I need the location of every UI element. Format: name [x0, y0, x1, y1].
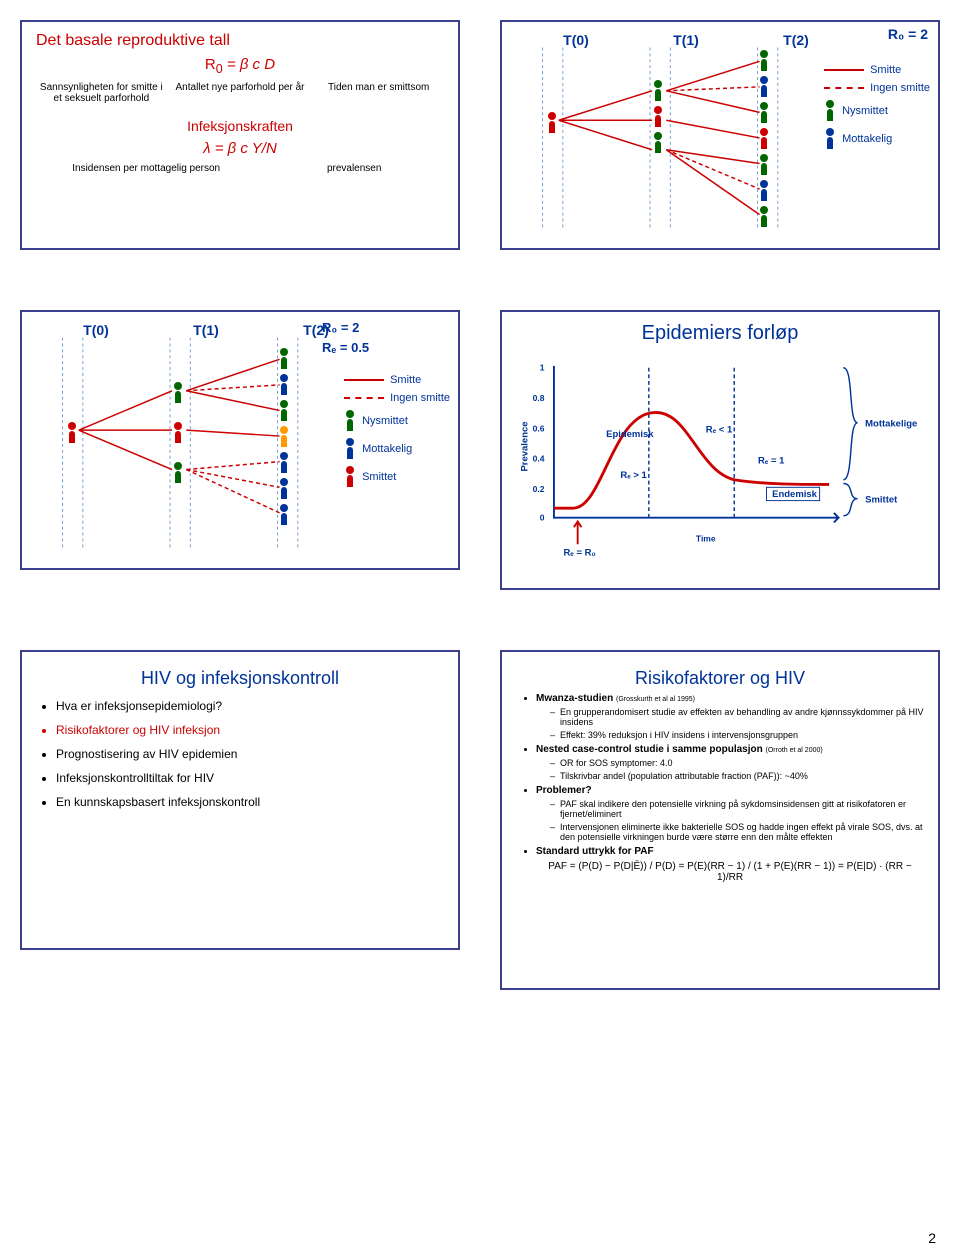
panel-chart: Epidemiers forløp 0 0.2 0.4 0.6 0.8 1 Pr…	[500, 310, 940, 590]
svg-text:Rₑ < 1: Rₑ < 1	[706, 424, 732, 435]
svg-text:Rₑ = R₀: Rₑ = R₀	[563, 548, 595, 559]
slideR-b1: Mwanza-studien (Grosskurth et al al 1995…	[536, 693, 924, 740]
svg-text:Smittet: Smittet	[865, 494, 898, 505]
tree1-col2	[758, 50, 770, 228]
slideL-item: Hva er infeksjonsepidemiologi?	[56, 699, 444, 713]
person-icon	[344, 410, 356, 432]
person-icon	[172, 382, 184, 404]
t-labels-2: T(0) T(1) T(2)	[66, 322, 444, 338]
r0-label: R₀ = 2	[888, 26, 928, 42]
panel-tree2: T(0) T(1) T(2) R₀ = 2 Rₑ = 0.5	[20, 310, 460, 570]
page-number: 2	[928, 1230, 936, 1246]
slideL-list: Hva er infeksjonsepidemiologi? Risikofak…	[36, 699, 444, 809]
person-icon	[278, 452, 290, 474]
slideL-item: Prognostisering av HIV epidemien	[56, 747, 444, 761]
slideR-b4: Standard uttrykk for PAF PAF = (P(D) − P…	[536, 846, 924, 883]
panel1-eq2: λ = β c Y/N	[36, 140, 444, 157]
slideR-title: Risikofaktorer og HIV	[516, 668, 924, 689]
yticks: 0 0.2 0.4 0.6 0.8 1	[533, 363, 545, 523]
person-icon	[278, 348, 290, 370]
panel-tree1: T(0) T(1) T(2) R₀ = 2	[500, 20, 940, 250]
person-icon	[652, 80, 664, 102]
person-icon	[652, 106, 664, 128]
person-icon	[758, 154, 770, 176]
slideR-list: Mwanza-studien (Grosskurth et al al 1995…	[516, 693, 924, 883]
svg-text:Mottakelige: Mottakelige	[865, 419, 917, 430]
panel1-terms: Sannsynligheten for smitte i et seksuelt…	[36, 82, 444, 104]
panel1-terms2: Insidensen per mottagelig person prevale…	[36, 163, 444, 174]
tree1-col1	[652, 80, 664, 154]
svg-text:Time: Time	[696, 533, 716, 543]
panel-formula: Det basale reproduktive tall R0 = β c D …	[20, 20, 460, 250]
person-icon	[824, 100, 836, 122]
person-icon	[758, 206, 770, 228]
slideR-b2: Nested case-control studie i samme popul…	[536, 744, 924, 781]
person-icon	[66, 422, 78, 444]
svg-text:Rₑ = 1: Rₑ = 1	[758, 456, 784, 467]
svg-text:Rₑ > 1: Rₑ > 1	[620, 470, 646, 481]
svg-text:Prevalence: Prevalence	[519, 422, 530, 472]
slideL-item: En kunnskapsbasert infeksjonskontroll	[56, 795, 444, 809]
svg-text:Epidemisk: Epidemisk	[606, 429, 654, 440]
term-c: Tiden man er smittsom	[313, 82, 444, 104]
panel-slide-left: HIV og infeksjonskontroll Hva er infeksj…	[20, 650, 460, 950]
person-icon	[278, 478, 290, 500]
svg-text:1: 1	[540, 363, 545, 373]
person-icon	[278, 374, 290, 396]
person-icon	[344, 438, 356, 460]
tree2-col2	[278, 348, 290, 526]
paf-formula: PAF = (P(D) − P(D|Ē)) / P(D) = P(E)(RR −…	[536, 861, 924, 883]
slideL-item: Infeksjonskontrolltiltak for HIV	[56, 771, 444, 785]
person-icon	[758, 50, 770, 72]
r0-label2: R₀ = 2	[322, 320, 359, 335]
re-label: Rₑ = 0.5	[322, 340, 369, 355]
person-icon	[758, 180, 770, 202]
slideL-item: Risikofaktorer og HIV infeksjon	[56, 723, 444, 737]
term2-b: prevalensen	[283, 163, 426, 174]
svg-text:0.8: 0.8	[533, 393, 545, 403]
panel1-subtitle: Infeksjonskraften	[36, 118, 444, 134]
tree1-legend: Smitte Ingen smitte Nysmittet Mottakelig	[824, 58, 930, 156]
person-icon	[278, 426, 290, 448]
person-icon	[758, 128, 770, 150]
term-a: Sannsynligheten for smitte i et seksuelt…	[36, 82, 167, 104]
svg-text:0: 0	[540, 513, 545, 523]
slideR-b3: Problemer? PAF skal indikere den potensi…	[536, 785, 924, 842]
person-icon	[172, 462, 184, 484]
person-icon	[652, 132, 664, 154]
person-icon	[172, 422, 184, 444]
person-icon	[546, 112, 558, 134]
person-icon	[824, 128, 836, 150]
person-icon	[344, 466, 356, 488]
slide-grid: Det basale reproduktive tall R0 = β c D …	[20, 20, 940, 990]
tree2-col1	[172, 382, 184, 484]
chart-title: Epidemiers forløp	[516, 322, 924, 345]
t-labels: T(0) T(1) T(2)	[546, 32, 924, 48]
slideL-title: HIV og infeksjonskontroll	[36, 668, 444, 689]
tree1-col0	[546, 112, 558, 134]
tree2-col0	[66, 422, 78, 444]
person-icon	[278, 504, 290, 526]
person-icon	[278, 400, 290, 422]
panel1-eq1: R0 = β c D	[36, 56, 444, 76]
chart-svg: 0 0.2 0.4 0.6 0.8 1 Prevalence Time Epid…	[516, 351, 924, 561]
svg-text:0.6: 0.6	[533, 423, 545, 433]
term-b: Antallet nye parforhold per år	[175, 82, 306, 104]
panel-slide-right: Risikofaktorer og HIV Mwanza-studien (Gr…	[500, 650, 940, 990]
person-icon	[758, 102, 770, 124]
person-icon	[758, 76, 770, 98]
panel1-title: Det basale reproduktive tall	[36, 32, 444, 50]
tree2-legend: Smitte Ingen smitte Nysmittet Mottakelig…	[344, 368, 450, 494]
svg-text:0.2: 0.2	[533, 484, 545, 494]
svg-text:0.4: 0.4	[533, 454, 545, 464]
svg-text:Endemisk: Endemisk	[772, 489, 817, 500]
term2-a: Insidensen per mottagelig person	[54, 163, 238, 174]
